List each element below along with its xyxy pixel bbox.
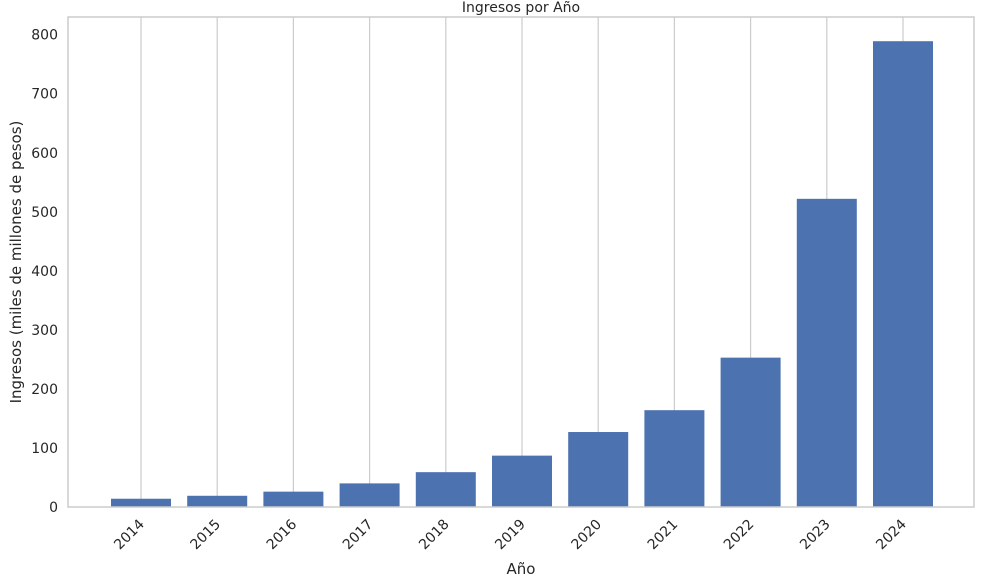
y-tick-label: 0 (49, 500, 58, 516)
x-tick-label: 2019 (492, 517, 529, 554)
x-tick-label: 2020 (569, 517, 606, 554)
y-tick-label: 300 (31, 323, 58, 339)
y-tick-labels: 0 100 200 300 400 500 600 700 800 (31, 28, 58, 516)
bar-2015 (187, 495, 248, 507)
x-tick-label: 2022 (721, 517, 758, 554)
bar-2024 (873, 41, 933, 507)
bar-2014 (111, 498, 171, 507)
x-tick-label: 2024 (873, 516, 910, 553)
y-tick-label: 100 (31, 441, 58, 457)
x-tick-labels: 2014 2015 2016 2017 2018 2019 2020 2021 2022 2023… (111, 516, 910, 553)
chart-title: Ingresos por Año (462, 0, 580, 16)
x-tick-label: 2021 (645, 517, 682, 554)
bar-2017 (339, 483, 400, 507)
y-tick-label: 600 (31, 146, 58, 162)
x-axis-label: Año (507, 560, 536, 578)
y-tick-label: 400 (31, 264, 58, 280)
x-tick-label: 2016 (264, 516, 301, 553)
x-tick-label: 2023 (797, 517, 834, 554)
bars (111, 41, 933, 507)
bar-2023 (796, 198, 857, 507)
x-tick-label: 2014 (111, 516, 148, 553)
x-tick-label: 2017 (340, 517, 377, 554)
y-tick-label: 800 (31, 28, 58, 44)
bar-2021 (644, 410, 705, 507)
bar-2020 (568, 432, 629, 507)
grid-lines (140, 17, 904, 507)
bar-2018 (415, 472, 476, 507)
bar-2022 (720, 357, 781, 507)
x-tick-label: 2015 (188, 517, 225, 554)
y-tick-label: 500 (31, 205, 58, 221)
x-tick-label: 2018 (416, 517, 453, 554)
bar-2016 (263, 491, 324, 507)
plot-frame (67, 16, 975, 508)
bar-2019 (492, 455, 552, 507)
y-axis-label: Ingresos (miles de millones de pesos) (7, 121, 25, 404)
y-tick-label: 200 (31, 382, 58, 398)
y-tick-label: 700 (31, 87, 58, 103)
